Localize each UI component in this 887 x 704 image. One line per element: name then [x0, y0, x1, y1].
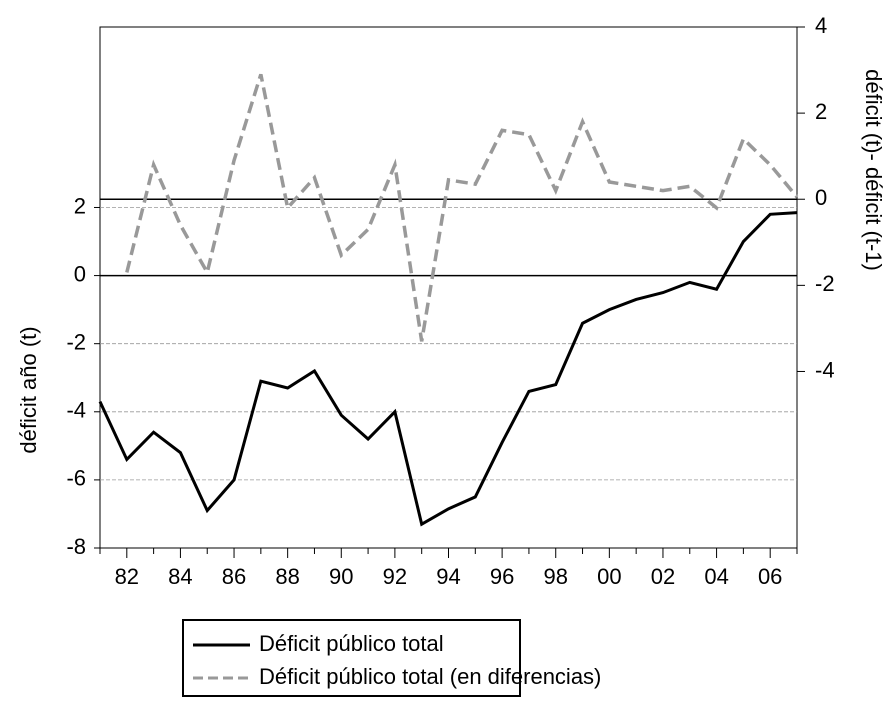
- x-tick-label: 86: [222, 564, 246, 589]
- plot-frame: [99, 26, 798, 549]
- y-tick-label: 0: [74, 261, 86, 286]
- x-tick-label: 98: [543, 564, 567, 589]
- series-line: [125, 73, 799, 342]
- y2-tick-label: 0: [815, 185, 827, 210]
- x-tick-label: 06: [758, 564, 782, 589]
- x-tick-label: 90: [329, 564, 353, 589]
- y2-axis-label: déficit (t)- déficit (t-1): [861, 69, 886, 271]
- x-tick-label: 04: [704, 564, 728, 589]
- series-line: [98, 211, 798, 527]
- y2-tick-label: -4: [815, 357, 835, 382]
- legend: [182, 619, 521, 697]
- y-tick-label: 2: [74, 193, 86, 218]
- legend-label: Déficit público total: [259, 631, 444, 656]
- y2-tick-label: -2: [815, 271, 835, 296]
- x-tick-label: 96: [490, 564, 514, 589]
- x-tick-label: 88: [275, 564, 299, 589]
- x-tick-label: 94: [436, 564, 460, 589]
- x-tick-label: 00: [597, 564, 621, 589]
- y-tick-label: -8: [66, 534, 86, 559]
- legend-label: Déficit público total (en diferencias): [259, 664, 601, 689]
- x-tick-label: 92: [383, 564, 407, 589]
- x-tick-label: 02: [651, 564, 675, 589]
- y2-tick-label: 2: [815, 99, 827, 124]
- y-tick-label: -6: [66, 466, 86, 491]
- y-tick-label: -2: [66, 329, 86, 354]
- y-axis-label: déficit año (t): [16, 326, 41, 453]
- x-tick-label: 84: [168, 564, 192, 589]
- y-tick-label: -4: [66, 398, 86, 423]
- y2-tick-label: 4: [815, 13, 827, 38]
- x-tick-label: 82: [115, 564, 139, 589]
